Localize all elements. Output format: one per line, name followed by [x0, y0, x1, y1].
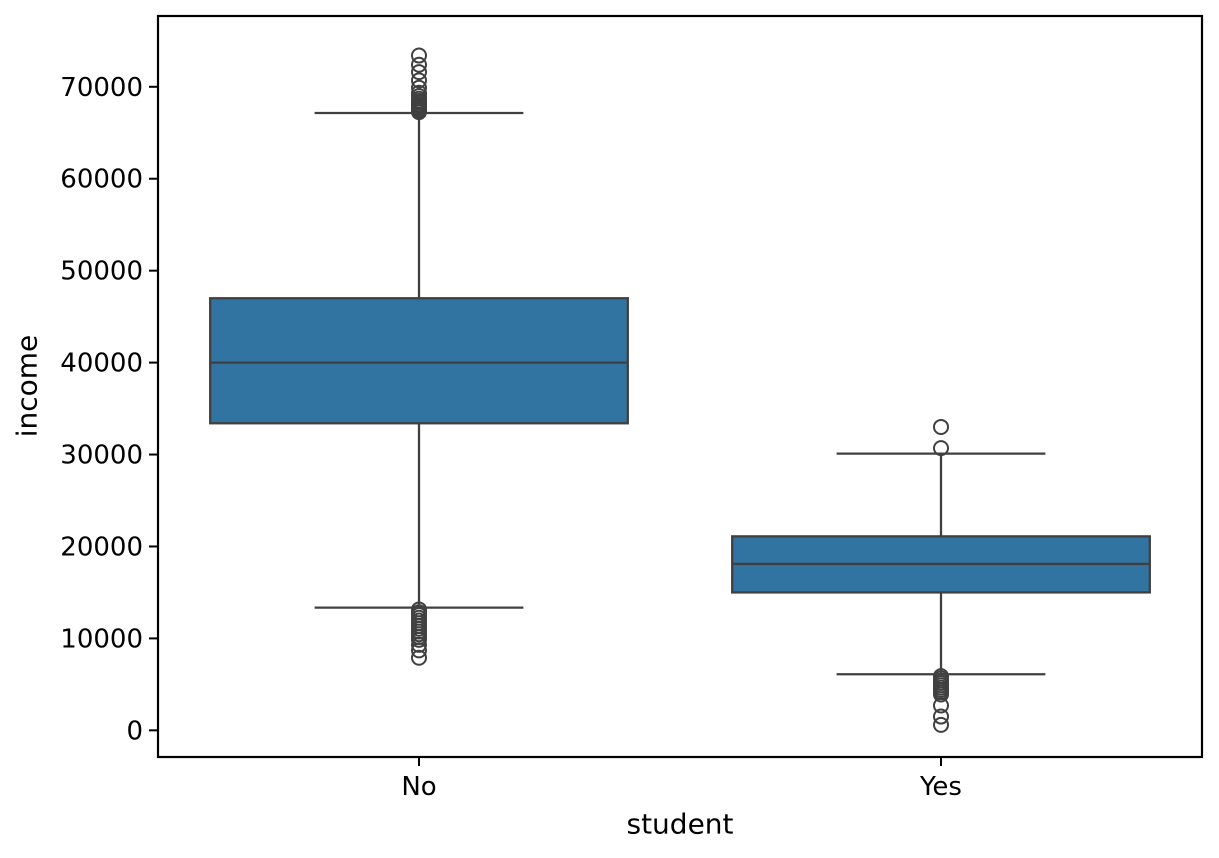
outlier-point [411, 64, 427, 81]
x-axis-title: student [626, 807, 734, 841]
outlier-point [933, 708, 949, 725]
y-tick-label: 60000 [60, 165, 143, 195]
outlier-point [411, 79, 427, 96]
outlier-point [411, 84, 427, 101]
y-tick-label: 70000 [60, 73, 143, 103]
y-axis-title: income [10, 334, 44, 438]
outlier-point [411, 636, 427, 653]
plot-frame [156, 14, 1204, 759]
outlier-point [411, 631, 427, 648]
outlier-point [411, 649, 427, 666]
outlier-point [933, 440, 949, 457]
outlier-point [411, 72, 427, 89]
y-tick-label: 0 [126, 716, 143, 746]
outlier-point [411, 642, 427, 659]
x-tick-label: No [401, 772, 436, 802]
outlier-point [933, 686, 949, 703]
outlier-point [933, 716, 949, 733]
y-tick-label: 40000 [60, 349, 143, 379]
y-tick-label: 20000 [60, 532, 143, 562]
outlier-point [933, 697, 949, 714]
outlier-point [411, 56, 427, 73]
y-tick-label: 10000 [60, 624, 143, 654]
iqr-box [209, 297, 629, 425]
outlier-point [933, 418, 949, 435]
x-tick-label: Yes [919, 772, 962, 802]
y-tick-label: 30000 [60, 441, 143, 471]
y-tick-label: 50000 [60, 257, 143, 287]
outlier-point [411, 47, 427, 64]
